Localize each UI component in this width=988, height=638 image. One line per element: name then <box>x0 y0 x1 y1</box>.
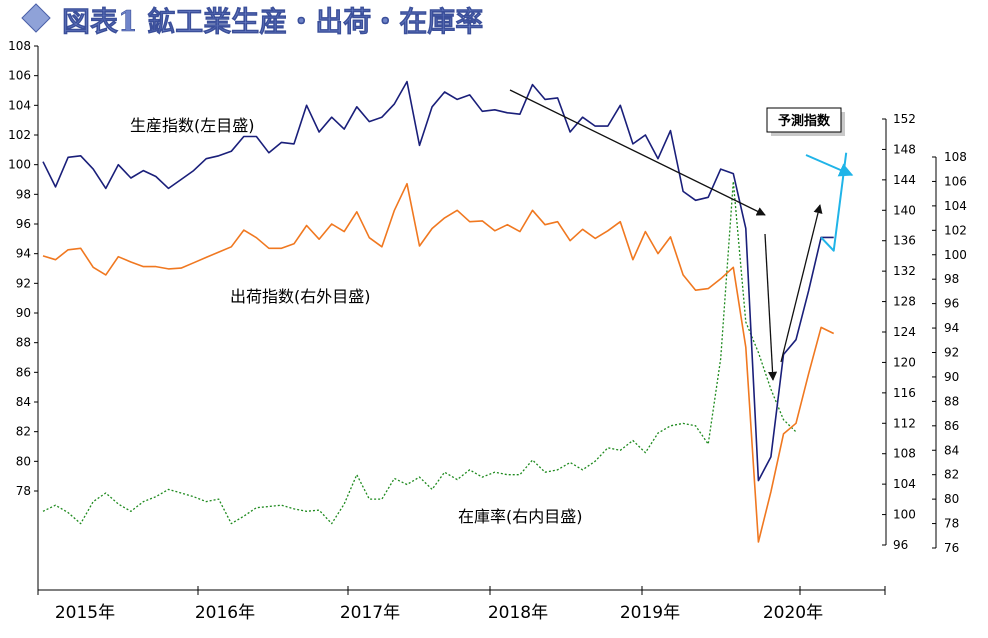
left-axis-tick-label: 106 <box>8 69 31 83</box>
right-outer-axis-tick-label: 152 <box>893 112 916 126</box>
right-outer-axis-tick-label: 136 <box>893 234 916 248</box>
right-outer-axis-tick-label: 120 <box>893 355 916 369</box>
left-axis-tick-label: 80 <box>16 454 31 468</box>
right-inner-axis-tick-label: 108 <box>944 150 967 164</box>
right-inner-axis-tick-label: 104 <box>944 199 967 213</box>
right-outer-axis-tick-label: 100 <box>893 508 916 522</box>
forecast-box: 予測指数 <box>766 107 845 136</box>
left-axis-tick-label: 108 <box>8 39 31 53</box>
axes: 78 80 82 84 86 88 90 92 94 96 98 100 102 104 106 108 201… <box>8 39 967 623</box>
forecast-label: 予測指数 <box>778 113 831 129</box>
right-outer-axis-tick-label: 132 <box>893 264 916 278</box>
right-inner-axis-tick-label: 100 <box>944 248 967 262</box>
right-outer-axis-tick-label: 104 <box>893 477 916 491</box>
x-axis-tick-label: 2017年 <box>340 603 400 623</box>
right-inner-axis-tick-label: 106 <box>944 174 967 188</box>
left-axis-tick-label: 90 <box>16 306 31 320</box>
x-axis-tick-label: 2015年 <box>55 603 115 623</box>
right-inner-axis-tick-label: 96 <box>944 297 959 311</box>
right-outer-axis-tick-label: 148 <box>893 142 916 156</box>
trend-arrow-drop <box>764 233 778 381</box>
right-outer-axis-tick-label: 128 <box>893 295 916 309</box>
x-axis-tick-label: 2016年 <box>195 603 255 623</box>
x-axis-tick-label: 2018年 <box>488 603 548 623</box>
right-inner-axis-tick-label: 76 <box>944 541 959 555</box>
right-outer-axis-tick-label: 144 <box>893 173 916 187</box>
trend-arrow-rebound <box>780 204 823 363</box>
right-inner-axis-tick-label: 94 <box>944 321 959 335</box>
chart-title-group: 図表1 鉱工業生産・出荷・在庫率 <box>21 3 484 38</box>
left-axis-tick-label: 100 <box>8 158 31 172</box>
left-axis-tick-label: 104 <box>8 98 31 112</box>
series-line-production <box>42 80 834 482</box>
right-inner-axis-tick-label: 82 <box>944 468 959 482</box>
left-axis-tick-label: 78 <box>16 484 31 498</box>
left-axis-tick-label: 86 <box>16 365 31 379</box>
series-line-inventory <box>42 180 797 525</box>
label-inventory: 在庫率(右内目盛) <box>458 507 583 526</box>
right-outer-axis-tick-label: 116 <box>893 386 916 400</box>
left-axis-tick-label: 82 <box>16 425 31 439</box>
right-outer-axis-tick-label: 108 <box>893 447 916 461</box>
left-axis-tick-label: 96 <box>16 217 31 231</box>
right-outer-axis-tick-label: 96 <box>893 538 908 552</box>
right-inner-axis-tick-label: 102 <box>944 223 967 237</box>
label-shipment: 出荷指数(右外目盛) <box>230 287 371 306</box>
forecast-arrow <box>805 154 854 177</box>
right-inner-axis-tick-label: 84 <box>944 443 959 457</box>
series-line-forecast <box>820 152 848 252</box>
right-outer-axis-tick-label: 124 <box>893 325 916 339</box>
chart-title: 図表1 鉱工業生産・出荷・在庫率 <box>62 5 483 38</box>
right-inner-axis-tick-label: 80 <box>944 492 959 506</box>
right-outer-axis-tick-label: 140 <box>893 203 916 217</box>
left-axis-tick-label: 84 <box>16 395 31 409</box>
right-inner-axis-tick-label: 92 <box>944 346 959 360</box>
right-inner-axis-tick-label: 78 <box>944 517 959 531</box>
right-outer-axis-tick-label: 112 <box>893 416 916 430</box>
left-axis-tick-label: 98 <box>16 187 31 201</box>
x-axis-tick-label: 2020年 <box>763 603 823 623</box>
right-inner-axis-tick-label: 98 <box>944 272 959 286</box>
left-axis-tick-label: 92 <box>16 276 31 290</box>
series-group <box>42 80 848 543</box>
right-inner-axis-tick-label: 86 <box>944 419 959 433</box>
series-line-shipment <box>42 182 835 543</box>
x-axis-tick-label: 2019年 <box>620 603 680 623</box>
left-axis-tick-label: 102 <box>8 128 31 142</box>
trend-arrow-down-long <box>509 89 766 216</box>
title-diamond-icon <box>21 3 51 33</box>
right-inner-axis-tick-label: 88 <box>944 394 959 408</box>
left-axis-tick-label: 88 <box>16 336 31 350</box>
left-axis-tick-label: 94 <box>16 247 31 261</box>
right-inner-axis-tick-label: 90 <box>944 370 959 384</box>
label-production: 生産指数(左目盛) <box>130 116 255 135</box>
